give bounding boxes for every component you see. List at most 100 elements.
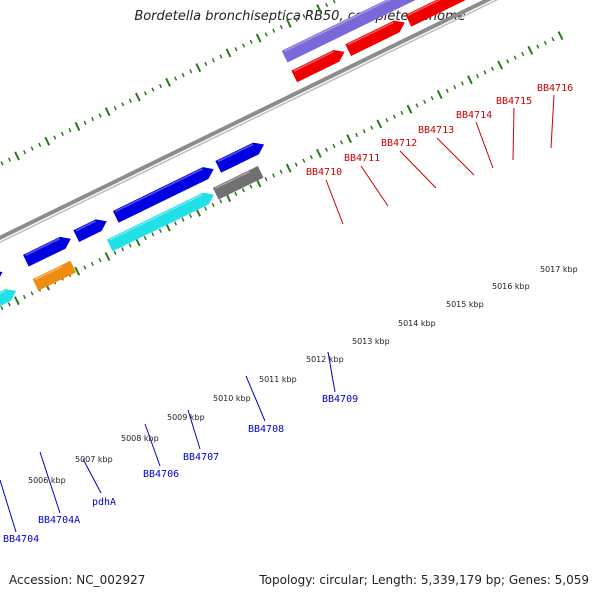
tick-mark [332, 143, 336, 149]
tick-mark [135, 92, 141, 102]
tick-mark [286, 18, 292, 28]
tick-mark [467, 75, 473, 85]
tick-mark [91, 117, 95, 122]
tick-mark [316, 4, 322, 14]
tick-mark [44, 136, 51, 146]
tick-mark [453, 84, 457, 90]
gene-label-forward: BB4704A [38, 515, 80, 526]
label-leader-reverse [550, 94, 555, 149]
tick-mark [83, 120, 87, 125]
tick-mark [151, 232, 155, 237]
gene-arrow-forward [112, 167, 214, 223]
genome-summary-text: Topology: circular; Length: 5,339,179 bp… [259, 573, 589, 587]
tick-mark [128, 243, 132, 248]
tick-mark [211, 202, 215, 208]
label-leader-forward [82, 458, 102, 494]
tick-mark [234, 191, 238, 197]
tick-mark [249, 184, 253, 189]
gene-features [0, 0, 466, 307]
tick-mark [490, 66, 495, 71]
label-leader-reverse [325, 179, 344, 225]
tick-mark [204, 206, 208, 211]
gene-label-reverse: BB4716 [537, 83, 573, 94]
gene-label-reverse: BB4715 [496, 96, 532, 107]
tick-mark [506, 59, 510, 64]
accession-text: Accession: NC_002927 [9, 573, 146, 587]
gene-label-reverse: BB4710 [306, 167, 342, 178]
tick-mark [181, 217, 185, 222]
tick-mark [324, 147, 328, 152]
tick-mark [423, 99, 427, 104]
scale-label: 5006 kbp [28, 476, 66, 485]
tick-mark [7, 157, 12, 162]
tick-mark [14, 151, 20, 161]
tick-mark [158, 228, 162, 233]
tick-mark [165, 77, 171, 87]
tick-mark [143, 91, 147, 96]
gene-highlight [34, 265, 63, 281]
tick-mark [74, 122, 81, 131]
tick-mark [211, 58, 215, 63]
tick-mark [400, 110, 404, 116]
tick-mark [204, 61, 208, 67]
tick-mark [279, 169, 283, 174]
tick-mark [346, 134, 352, 144]
tick-mark [285, 163, 292, 173]
tick-mark [22, 294, 27, 300]
tick-mark [385, 118, 389, 123]
label-leader-reverse [475, 121, 494, 169]
tick-mark [74, 266, 81, 276]
tick-mark [189, 69, 193, 74]
gene-highlight [25, 238, 60, 257]
gene-highlight [293, 51, 334, 72]
tick-mark [551, 37, 555, 42]
gene-arrow-reverse [345, 20, 405, 56]
tick-mark [121, 247, 125, 252]
tick-mark [527, 45, 534, 55]
tick-mark [53, 135, 57, 140]
tick-mark [475, 73, 479, 79]
tick-mark [121, 102, 125, 107]
label-leader-forward [187, 409, 201, 450]
scale-label: 5008 kbp [121, 434, 159, 443]
tick-mark [406, 104, 413, 114]
tick-mark [294, 17, 298, 22]
tick-mark [445, 88, 449, 93]
tick-mark [23, 150, 27, 155]
tick-mark [174, 76, 178, 81]
gene-label-reverse: BB4712 [381, 138, 417, 149]
gene-labels: BB4704 BB4704A pdhA BB4706 BB4707 BB4708 BB470… [3, 83, 573, 545]
top-tick-track [0, 0, 336, 166]
tick-mark [309, 10, 314, 15]
gene-label-reverse: BB4713 [418, 125, 454, 136]
tick-mark [195, 63, 202, 73]
tick-mark [513, 55, 517, 60]
tick-mark [98, 113, 102, 118]
tick-mark [219, 54, 223, 59]
gene-highlight [347, 21, 394, 46]
tick-mark [113, 250, 117, 255]
gene-arrow-rna [0, 289, 17, 307]
tick-mark [60, 131, 64, 136]
tick-mark [302, 13, 306, 19]
tick-mark [325, 2, 329, 8]
tick-mark [316, 148, 322, 158]
tick-mark [370, 125, 374, 130]
gene-highlight [108, 193, 204, 241]
scale-label: 5009 kbp [167, 413, 205, 422]
scale-label: 5007 kbp [75, 455, 113, 464]
tick-mark [0, 161, 4, 166]
label-leader-forward [245, 375, 266, 422]
gene-arrow-other [32, 260, 77, 291]
tick-mark [460, 81, 464, 86]
gene-highlight [217, 143, 254, 163]
tick-mark [98, 258, 102, 263]
label-leader-forward [39, 451, 61, 514]
tick-mark [521, 51, 525, 57]
tick-mark [242, 43, 246, 48]
tick-mark [483, 70, 487, 75]
gene-arrow-other [281, 0, 416, 63]
label-leader-forward [327, 351, 336, 393]
tick-mark [376, 119, 383, 129]
